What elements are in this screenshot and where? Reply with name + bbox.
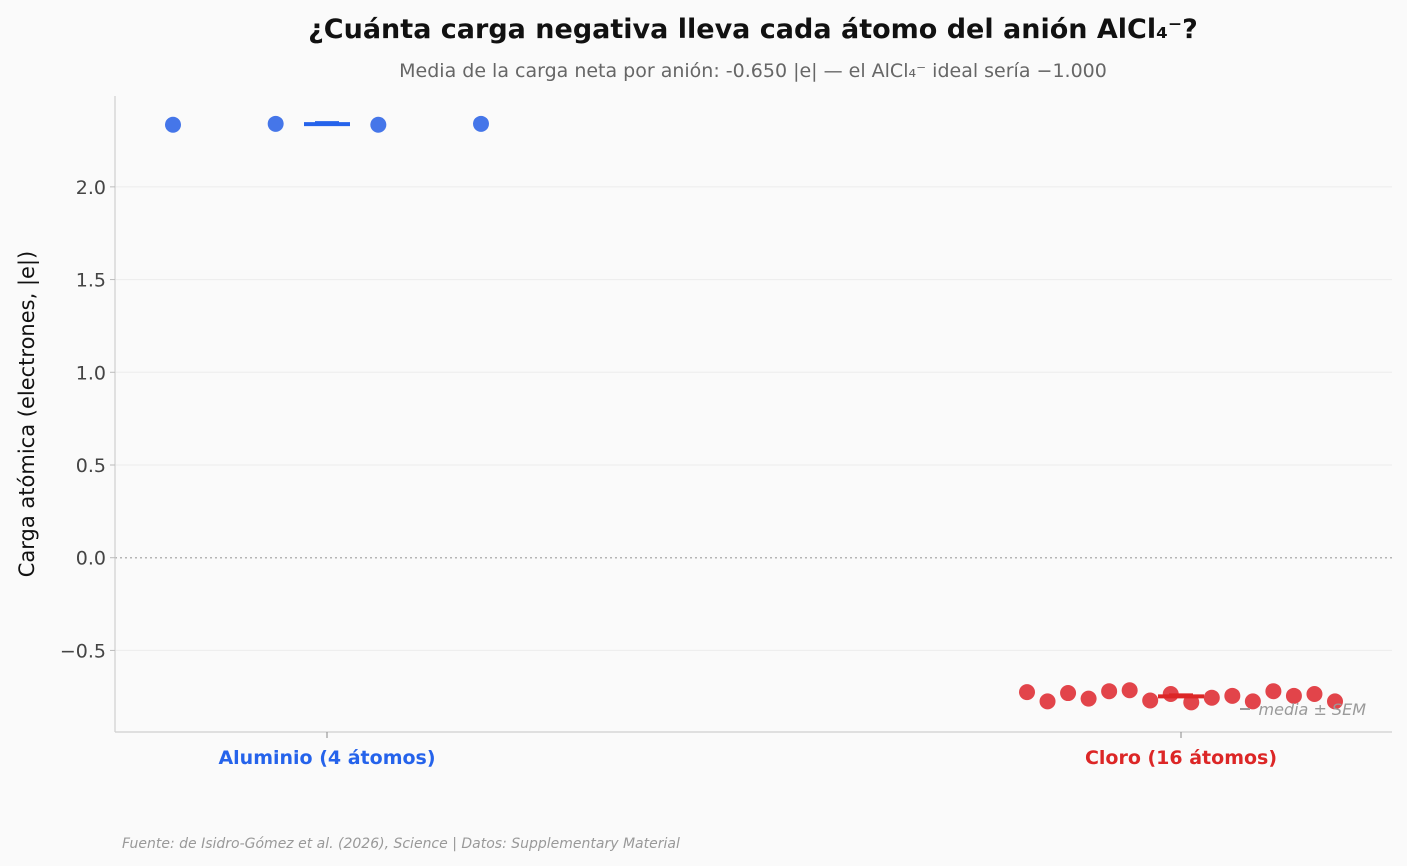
data-point	[1121, 682, 1138, 699]
data-point	[1306, 685, 1323, 702]
x-tick-label: Cloro (16 átomos)	[1085, 747, 1277, 769]
data-point	[1224, 687, 1241, 704]
y-tick-label: 1.5	[76, 270, 106, 292]
gridlines	[115, 186, 1392, 651]
legend-note: media ± SEM	[1259, 700, 1367, 719]
data-point	[1101, 683, 1118, 700]
data-point	[1265, 683, 1282, 700]
data-point	[1203, 689, 1220, 706]
data-point	[1060, 685, 1077, 702]
y-tick-label: 0.0	[76, 548, 106, 570]
y-tick-label: 0.5	[76, 455, 106, 477]
data-point	[165, 116, 181, 133]
data-point	[1039, 693, 1056, 710]
data-point	[1019, 684, 1035, 701]
y-tick-labels: 2.0 1.5 1.0 0.5 0.0 −0.5	[60, 177, 115, 662]
data-point	[473, 115, 489, 132]
chart-title: ¿Cuánta carga negativa lleva cada átomo …	[308, 14, 1198, 45]
y-axis-label: Carga atómica (electrones, |e|)	[15, 251, 40, 577]
data-point	[370, 116, 387, 133]
x-tick-labels: Aluminio (4 átomos) Cloro (16 átomos)	[218, 732, 1277, 769]
mean-markers	[304, 121, 1204, 699]
data-point	[1285, 687, 1302, 704]
data-point	[1244, 693, 1261, 710]
data-point	[1142, 692, 1159, 709]
data-points	[165, 115, 1343, 711]
data-point	[1080, 690, 1097, 707]
y-tick-label: −0.5	[60, 640, 106, 662]
y-tick-label: 2.0	[76, 177, 106, 199]
x-tick-label: Aluminio (4 átomos)	[218, 747, 435, 769]
chart-subtitle: Media de la carga neta por anión: -0.650…	[399, 60, 1107, 82]
y-tick-label: 1.0	[76, 362, 106, 384]
data-point	[267, 115, 284, 132]
source-note: Fuente: de Isidro-Gómez et al. (2026), S…	[122, 836, 680, 852]
data-point	[1327, 693, 1343, 710]
